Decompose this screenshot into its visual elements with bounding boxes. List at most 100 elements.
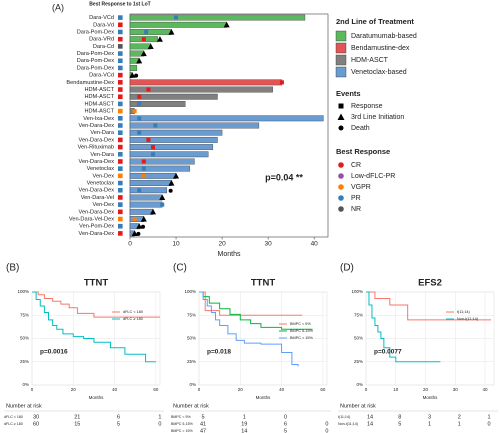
x-tick-label: 20	[423, 387, 429, 392]
best-response-marker	[118, 144, 123, 150]
bar	[129, 208, 154, 215]
best-response-marker	[118, 116, 123, 121]
bar	[129, 29, 172, 35]
risk-value: 41	[200, 421, 206, 427]
bar	[129, 21, 227, 28]
best-response-marker	[118, 29, 123, 35]
row-label: Ven-Pom-Dex	[79, 224, 114, 230]
x-tick-label: 10	[393, 387, 399, 392]
row-label: Ven-Ixa-Dex	[83, 116, 114, 122]
best-response-marker	[118, 137, 123, 143]
best-response-marker	[118, 72, 123, 78]
row-label: Ven-Dara-Dex	[79, 188, 115, 194]
risk-row-label: Non-t(11;14)	[338, 422, 358, 426]
legend-label: Death	[351, 125, 370, 132]
legend-symbol	[338, 125, 344, 131]
legend-swatch	[335, 42, 347, 54]
response-marker	[141, 166, 146, 171]
x-tick-label: 0	[365, 387, 368, 392]
row-label: Dara-Pom-Dex	[77, 65, 115, 71]
bar	[129, 86, 273, 93]
x-tick-label: 0	[128, 241, 132, 248]
risk-value: 5	[284, 428, 287, 433]
x-tick-label: 30	[453, 387, 459, 392]
x-tick-label: 20	[218, 241, 226, 248]
x-tick-label: 40	[483, 387, 489, 392]
x-tick-label: 40	[279, 387, 285, 392]
y-tick-label: 25%	[20, 359, 29, 364]
best-response-marker	[118, 123, 123, 128]
response-marker	[151, 152, 156, 157]
best-response-header: Best Response to 1st LoT	[89, 1, 150, 7]
best-response-marker	[118, 36, 123, 42]
risk-value: 14	[241, 428, 247, 433]
legend-swatch	[335, 54, 347, 66]
risk-value: 5	[201, 414, 204, 420]
annotation: p=0.018	[207, 349, 231, 356]
row-label: Ven-Dara-Dex	[79, 231, 115, 237]
x-tick-label: 20	[71, 387, 77, 392]
best-response-marker	[118, 58, 123, 64]
legend-symbol	[338, 206, 344, 212]
legend-label: NR	[351, 206, 361, 213]
panel-title: TTNT	[84, 278, 108, 289]
row-label: Dara-VRd	[89, 37, 114, 43]
best-response-marker	[118, 51, 123, 56]
row-label: Bendamustine-Dex	[66, 80, 114, 86]
row-label: Dara-Pom-Dex	[77, 29, 115, 35]
risk-value: 6	[284, 421, 287, 427]
row-label: Ven-Dara	[90, 152, 115, 158]
best-response-marker	[118, 44, 123, 49]
third-line-marker	[223, 21, 230, 28]
death-marker	[134, 73, 139, 78]
row-label: Ven-Dara-Vel-Dex	[69, 217, 114, 223]
legend-title: 2nd Line of Treatment	[336, 17, 414, 26]
legend-label: Bendamustine-dex	[351, 45, 410, 52]
best-response-marker	[118, 87, 123, 92]
row-label: HDM-ASCT	[84, 109, 114, 115]
survival-curve	[366, 291, 441, 363]
risk-value: 3	[428, 414, 431, 420]
legend-label: BMPC < 5%	[290, 322, 311, 326]
x-axis-label: Months	[218, 251, 241, 258]
bar	[129, 201, 163, 208]
panel-label: (D)	[340, 263, 354, 274]
legend-label: PR	[351, 195, 361, 202]
death-marker	[141, 224, 146, 229]
row-label: Dara-Cd	[93, 44, 114, 50]
survival-curve	[199, 291, 313, 330]
bar	[129, 65, 138, 71]
row-label: Ven-Dara-Dex	[79, 209, 115, 215]
row-label: Venetoclax	[87, 181, 115, 187]
bar	[129, 180, 172, 186]
bar	[129, 151, 209, 158]
risk-value: 1	[428, 421, 431, 427]
legend-label: Non-t(11;14)	[457, 317, 479, 321]
best-response-marker	[118, 223, 123, 229]
y-tick-label: 75%	[354, 312, 363, 317]
x-axis-label: Months	[256, 395, 272, 400]
best-response-marker	[118, 209, 123, 215]
third-line-marker	[173, 172, 180, 179]
bar	[129, 129, 223, 136]
row-label: Ven-Dara	[90, 130, 115, 136]
y-tick-label: 50%	[187, 336, 196, 341]
best-response-marker	[118, 180, 123, 186]
legend-symbol	[338, 173, 344, 179]
legend-label: Daratumumab-based	[351, 33, 417, 40]
row-label: Dara-VCd	[89, 73, 114, 79]
bar	[129, 144, 214, 150]
risk-value: 0	[325, 421, 328, 427]
row-label: HDM-ASCT	[84, 87, 114, 93]
bar	[129, 158, 195, 165]
risk-row-label: BMPC > 15%	[171, 429, 193, 433]
row-label: Dara-Vd	[93, 22, 114, 28]
bar	[129, 187, 168, 194]
response-marker	[132, 217, 137, 222]
y-tick-label: 0%	[189, 382, 196, 387]
y-tick-label: 100%	[351, 289, 363, 294]
row-label: Dara-Pom-Dex	[77, 51, 115, 57]
annotation: p=0.0077	[374, 349, 402, 356]
risk-title: Number at risk	[173, 403, 209, 409]
best-response-marker	[118, 130, 123, 135]
